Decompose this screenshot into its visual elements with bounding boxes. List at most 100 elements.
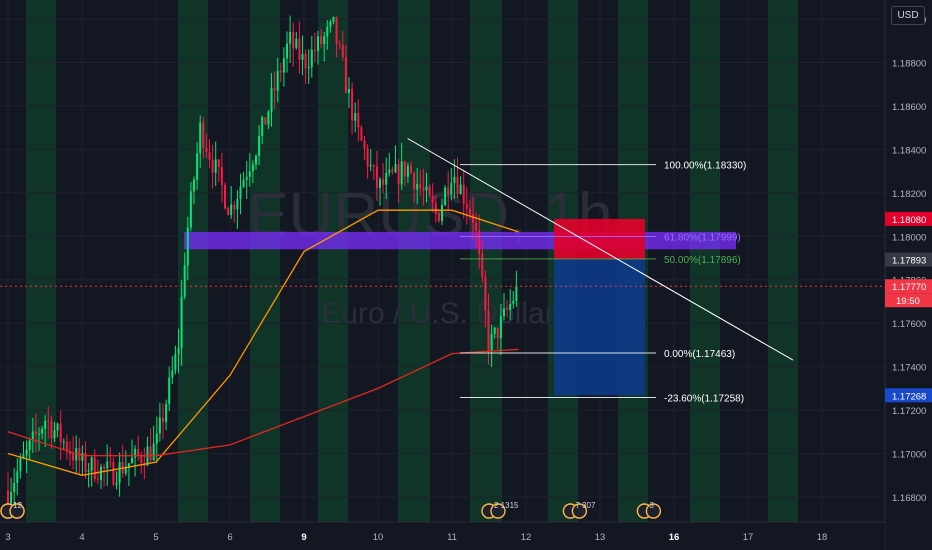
candle-body xyxy=(450,183,453,195)
stop-loss-zone xyxy=(554,218,645,260)
candle-body xyxy=(22,455,25,459)
candle-body xyxy=(292,32,295,49)
price-axis: 1.190001.188001.186001.184001.182001.180… xyxy=(884,0,932,550)
candle-body xyxy=(465,203,468,209)
candle-body xyxy=(248,171,251,177)
session-band xyxy=(250,0,280,522)
candle-body xyxy=(484,276,487,311)
candle-body xyxy=(251,164,254,172)
candle-body xyxy=(69,451,71,454)
economic-event-marker[interactable]: 2 1315 xyxy=(481,501,519,519)
candle-body xyxy=(13,482,16,493)
time-tick-label: 13 xyxy=(595,532,606,543)
candle-body xyxy=(65,441,68,452)
candle-body xyxy=(62,441,65,443)
price-tag xyxy=(885,279,932,294)
fib-level-label: 0.00%(1.17463) xyxy=(664,349,735,360)
candle-body xyxy=(25,449,28,456)
candle-body xyxy=(127,463,130,469)
economic-event-marker[interactable]: 12 xyxy=(0,501,25,519)
candle-body xyxy=(428,186,431,196)
candle-body xyxy=(53,430,56,439)
candle-body xyxy=(332,16,335,22)
candle-body xyxy=(189,191,192,228)
fib-level-label: -23.60%(1.17258) xyxy=(664,393,744,404)
candle-body xyxy=(304,54,307,69)
price-tag-label: 1.17893 xyxy=(892,256,926,267)
candle-body xyxy=(224,184,226,209)
candle-body xyxy=(264,117,267,125)
candle-body xyxy=(158,417,161,434)
candle-body xyxy=(416,183,419,190)
candle-body xyxy=(10,492,13,504)
candle-body xyxy=(239,186,242,199)
candle-body xyxy=(385,172,388,185)
candle-body xyxy=(499,316,502,339)
candle-body xyxy=(335,16,338,44)
event-count: 3 xyxy=(649,501,654,510)
candle-body xyxy=(7,490,9,504)
candle-body xyxy=(503,308,505,317)
candle-body xyxy=(493,327,496,334)
candle-body xyxy=(475,222,478,231)
candle-body xyxy=(326,26,329,37)
candle-body xyxy=(363,140,366,149)
candle-body xyxy=(462,184,465,204)
price-axis-bg xyxy=(885,0,932,550)
candle-body xyxy=(273,88,276,91)
candle-body xyxy=(155,433,158,444)
candle-body xyxy=(400,161,403,185)
us-flag-icon xyxy=(9,503,25,519)
price-tick-label: 1.18800 xyxy=(892,58,926,69)
candle-body xyxy=(220,166,223,185)
price-tag xyxy=(885,388,932,403)
us-flag-icon xyxy=(571,503,588,519)
candle-body xyxy=(140,455,143,463)
time-tick-label: 3 xyxy=(5,532,10,543)
time-tick-label: 17 xyxy=(743,532,754,543)
candle-body xyxy=(357,113,360,128)
time-axis: 3 4 5 6 9 10 11 12 13 16 17 18 xyxy=(0,521,885,550)
candle-body xyxy=(233,204,236,210)
candle-body xyxy=(422,187,425,191)
candle-body xyxy=(351,88,354,121)
candle-body xyxy=(496,327,499,339)
price-tag-label: 1.17770 xyxy=(892,282,926,293)
event-count: 12 xyxy=(13,501,22,510)
session-band xyxy=(398,0,430,522)
candle-body xyxy=(441,205,443,222)
candle-body xyxy=(459,184,462,195)
candle-body xyxy=(434,203,437,214)
candle-body xyxy=(301,54,304,60)
price-tick-label: 1.17400 xyxy=(892,363,926,374)
candle-body xyxy=(307,67,310,69)
currency-button[interactable]: USD xyxy=(891,6,925,25)
candle-body xyxy=(28,440,31,450)
candle-body xyxy=(382,179,385,185)
candle-body xyxy=(47,420,50,422)
candle-body xyxy=(202,122,205,149)
candle-body xyxy=(217,159,220,167)
candle-body xyxy=(34,431,37,435)
candle-body xyxy=(174,353,177,371)
economic-event-marker[interactable]: 7 307 xyxy=(562,501,596,519)
candle-body xyxy=(165,404,168,423)
candle-body xyxy=(72,453,75,461)
candle-body xyxy=(19,458,22,472)
candle-body xyxy=(112,462,115,485)
candle-body xyxy=(453,176,456,184)
candle-body xyxy=(124,468,127,474)
price-tick-label: 1.18000 xyxy=(892,232,926,243)
event-count: 2 1315 xyxy=(494,501,519,510)
candle-body xyxy=(180,296,183,348)
us-flag-icon xyxy=(490,503,506,519)
price-tick-label: 1.17000 xyxy=(892,450,926,461)
candle-body xyxy=(168,377,171,405)
economic-event-marker[interactable]: 3 xyxy=(636,501,662,519)
moving-averages xyxy=(7,209,519,476)
candle-body xyxy=(286,43,288,59)
us-flag-icon xyxy=(645,503,662,519)
candle-body xyxy=(118,462,121,484)
candle-body xyxy=(282,58,285,73)
